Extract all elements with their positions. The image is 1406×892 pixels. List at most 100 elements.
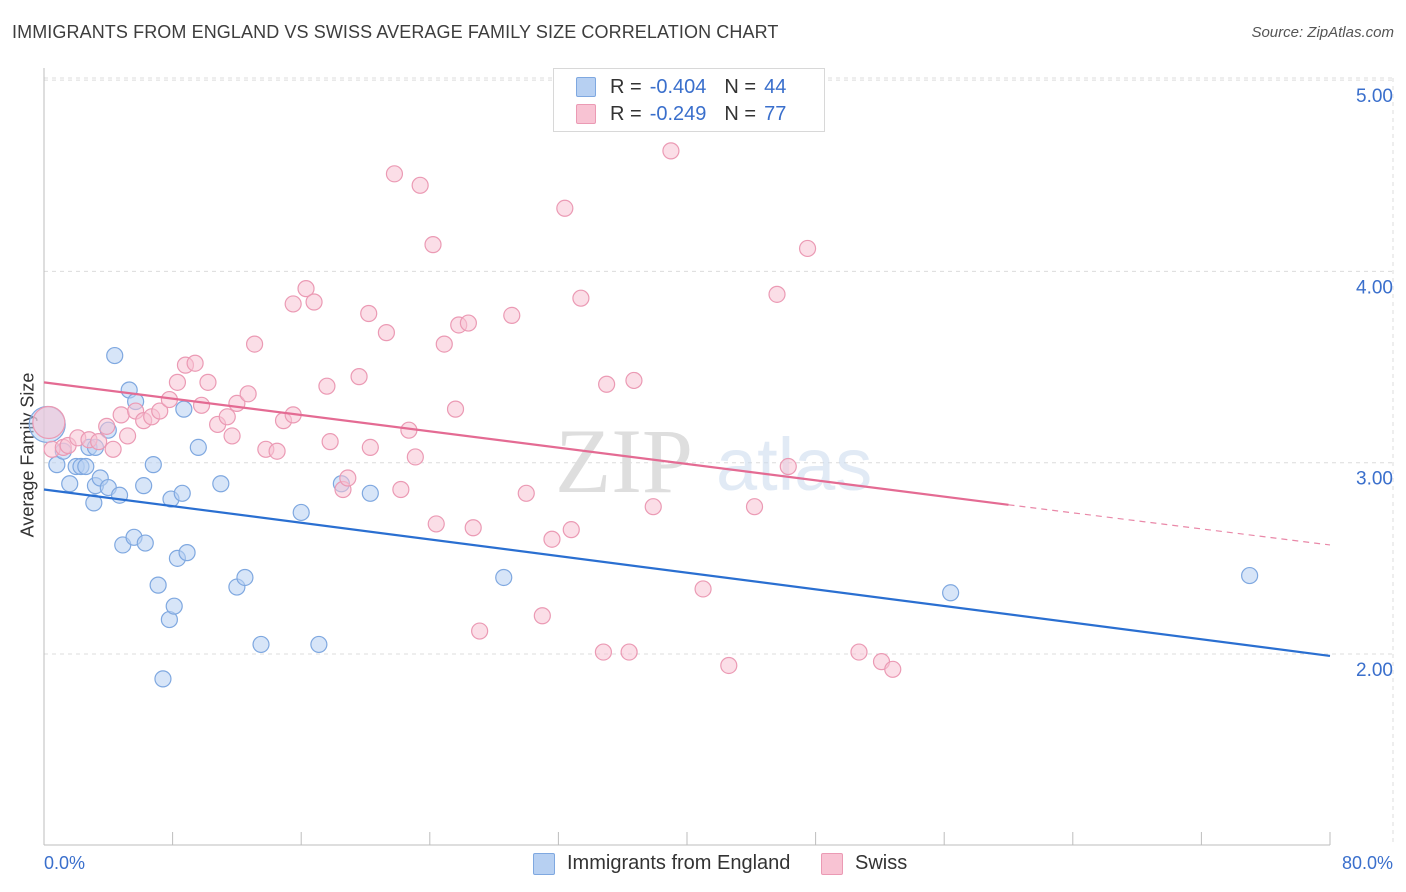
legend-n-label: N = bbox=[724, 102, 757, 125]
legend-r-value: -0.404 bbox=[649, 75, 707, 98]
swiss-point bbox=[720, 656, 738, 675]
legend-r-value: -0.249 bbox=[649, 102, 707, 125]
bottom-legend-swatch-blue bbox=[533, 852, 555, 875]
england-point bbox=[61, 475, 79, 493]
swiss-point bbox=[427, 515, 445, 533]
swiss-point bbox=[406, 448, 424, 466]
swiss-point bbox=[798, 239, 817, 258]
trend-lines bbox=[43, 381, 1331, 658]
swiss-point bbox=[192, 396, 211, 414]
england-point bbox=[136, 534, 154, 552]
swiss-point bbox=[297, 280, 315, 298]
swiss-point bbox=[644, 498, 662, 516]
england-point bbox=[212, 475, 230, 493]
swiss-point bbox=[779, 457, 797, 476]
correlation-legend: R = -0.404 N = 44 R = -0.249 N = 77 bbox=[553, 68, 825, 132]
legend-swatch-pink bbox=[576, 104, 596, 124]
swiss-point bbox=[98, 417, 116, 435]
source-label: Source: ZipAtlas.com bbox=[1251, 24, 1394, 41]
axes bbox=[43, 68, 1331, 846]
tick-labels: 2.00 3.00 4.00 5.00 0.0% 80.0% bbox=[44, 86, 1393, 873]
swiss-point bbox=[350, 368, 368, 386]
england-point bbox=[154, 670, 172, 688]
swiss-point bbox=[459, 314, 477, 332]
bottom-legend-swiss: Swiss bbox=[821, 852, 907, 875]
swiss-point bbox=[424, 236, 442, 254]
swiss-point bbox=[556, 199, 574, 217]
swiss-point bbox=[151, 402, 169, 420]
swiss-point bbox=[112, 406, 130, 424]
y-tick-label: 2.00 bbox=[1356, 660, 1393, 681]
bottom-legend-swatch-pink bbox=[821, 852, 843, 875]
swiss-point bbox=[268, 442, 286, 460]
bottom-legend-label: Immigrants from England bbox=[567, 852, 791, 874]
swiss-point bbox=[321, 433, 339, 451]
swiss-point bbox=[318, 377, 336, 395]
swiss-point bbox=[768, 285, 786, 303]
england-point bbox=[361, 484, 379, 502]
watermark-zip: ZIP bbox=[555, 410, 693, 512]
legend-r-label: R = bbox=[610, 75, 642, 98]
swiss-point bbox=[745, 498, 764, 516]
bottom-legend-england: Immigrants from England bbox=[533, 852, 790, 875]
england-point bbox=[77, 457, 95, 476]
swiss-trend-extension bbox=[1008, 504, 1331, 546]
swiss-point bbox=[305, 293, 323, 311]
swiss-point bbox=[662, 142, 680, 160]
swiss-point bbox=[471, 622, 489, 640]
legend-swatch-blue bbox=[576, 77, 596, 97]
legend-row-swiss: R = -0.249 N = 77 bbox=[576, 102, 786, 126]
england-point bbox=[310, 635, 328, 654]
england-point bbox=[1241, 566, 1259, 585]
chart-title: IMMIGRANTS FROM ENGLAND VS SWISS AVERAGE… bbox=[12, 22, 779, 42]
x-tick-label: 0.0% bbox=[44, 853, 85, 873]
swiss-point bbox=[361, 438, 379, 456]
swiss-point bbox=[411, 176, 429, 194]
england-point bbox=[252, 635, 270, 654]
swiss-point bbox=[464, 519, 482, 537]
swiss-point bbox=[884, 660, 902, 678]
swiss-point bbox=[850, 643, 868, 661]
england-point bbox=[149, 576, 167, 594]
swiss-point bbox=[104, 440, 122, 458]
england-point bbox=[236, 568, 254, 587]
y-tick-label: 5.00 bbox=[1356, 86, 1393, 107]
swiss-point bbox=[543, 530, 561, 548]
swiss-point bbox=[562, 521, 580, 539]
swiss-point bbox=[594, 643, 613, 661]
swiss-point bbox=[572, 289, 590, 307]
swiss-point bbox=[339, 469, 357, 487]
swiss-point bbox=[245, 335, 264, 353]
legend-r-label: R = bbox=[610, 102, 642, 125]
swiss-point bbox=[517, 484, 535, 502]
swiss-point bbox=[385, 165, 404, 183]
data-points bbox=[28, 142, 1259, 688]
swiss-point bbox=[446, 400, 465, 418]
england-point bbox=[189, 438, 207, 456]
swiss-point bbox=[168, 373, 187, 391]
swiss-point bbox=[377, 324, 395, 342]
y-tick-label: 3.00 bbox=[1356, 469, 1393, 490]
england-point bbox=[292, 503, 310, 522]
england-point bbox=[942, 584, 960, 602]
legend-row-england: R = -0.404 N = 44 bbox=[576, 75, 786, 99]
swiss-point bbox=[625, 371, 643, 390]
swiss-point bbox=[186, 354, 204, 372]
swiss-point bbox=[360, 304, 378, 323]
england-point bbox=[178, 544, 196, 562]
bottom-legend-label: Swiss bbox=[855, 852, 908, 874]
england-point bbox=[144, 456, 162, 474]
swiss-point bbox=[435, 335, 453, 353]
swiss-point bbox=[239, 385, 257, 403]
swiss-point bbox=[218, 408, 236, 426]
swiss-point bbox=[598, 375, 616, 393]
england-point bbox=[106, 346, 124, 365]
swiss-point bbox=[503, 306, 521, 324]
swiss-point bbox=[533, 607, 551, 625]
england-point bbox=[175, 400, 193, 418]
legend-n-value: 44 bbox=[764, 75, 787, 98]
england-point bbox=[495, 568, 513, 587]
england-point bbox=[135, 477, 153, 495]
swiss-point bbox=[32, 405, 66, 440]
